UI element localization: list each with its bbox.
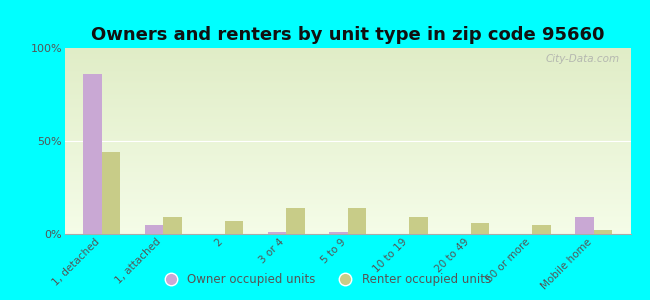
Bar xyxy=(102,152,120,234)
Bar xyxy=(330,232,348,234)
Bar xyxy=(145,225,163,234)
Bar xyxy=(410,217,428,234)
Bar xyxy=(225,221,243,234)
Bar xyxy=(532,225,551,234)
Bar xyxy=(83,74,102,234)
Bar xyxy=(575,217,593,234)
Bar xyxy=(268,232,286,234)
Text: City-Data.com: City-Data.com xyxy=(545,54,619,64)
Bar xyxy=(471,223,489,234)
Legend: Owner occupied units, Renter occupied units: Owner occupied units, Renter occupied un… xyxy=(154,269,496,291)
Bar xyxy=(348,208,366,234)
Title: Owners and renters by unit type in zip code 95660: Owners and renters by unit type in zip c… xyxy=(91,26,604,44)
Bar xyxy=(593,230,612,234)
Bar xyxy=(163,217,182,234)
Bar xyxy=(286,208,305,234)
